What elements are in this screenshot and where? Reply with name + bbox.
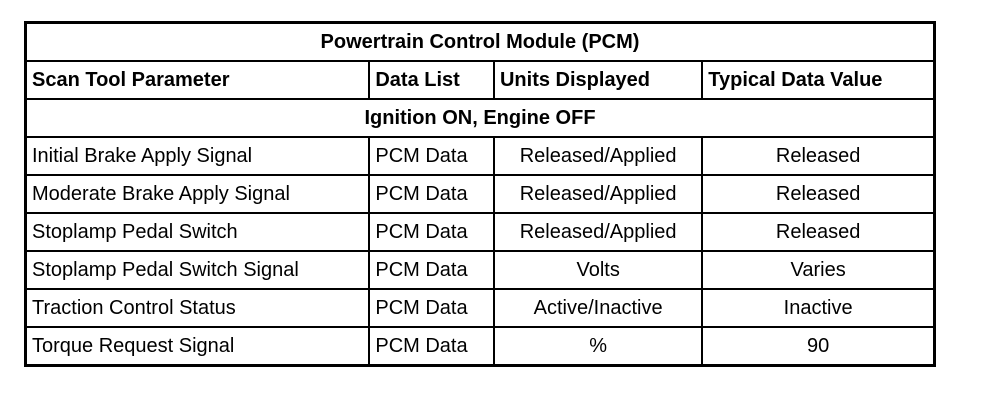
- pcm-data-table: Powertrain Control Module (PCM) Scan Too…: [24, 21, 936, 367]
- section-row: Ignition ON, Engine OFF: [24, 98, 936, 138]
- header-units: Units Displayed: [492, 60, 704, 100]
- cell-parameter: Initial Brake Apply Signal: [24, 136, 371, 176]
- cell-data-list: PCM Data: [368, 326, 495, 367]
- header-data-list: Data List: [368, 60, 495, 100]
- table-row: Traction Control Status PCM Data Active/In…: [24, 288, 936, 328]
- cell-data-list: PCM Data: [368, 174, 495, 214]
- cell-typical-value: Released: [701, 174, 936, 214]
- table-row: Stoplamp Pedal Switch PCM Data Released/Ap…: [24, 212, 936, 252]
- cell-data-list: PCM Data: [368, 288, 495, 328]
- cell-parameter: Stoplamp Pedal Switch: [24, 212, 371, 252]
- table-title: Powertrain Control Module (PCM): [24, 21, 936, 62]
- cell-data-list: PCM Data: [368, 250, 495, 290]
- cell-parameter: Moderate Brake Apply Signal: [24, 174, 371, 214]
- table-row: Torque Request Signal PCM Data% 90: [24, 326, 936, 367]
- cell-parameter: Torque Request Signal: [24, 326, 371, 367]
- cell-units: %: [492, 326, 704, 367]
- cell-data-list: PCM Data: [368, 212, 495, 252]
- cell-data-list: PCM Data: [368, 136, 495, 176]
- table-row: Initial Brake Apply Signal PCM Data Releas…: [24, 136, 936, 176]
- cell-typical-value: Varies: [701, 250, 936, 290]
- table-row: Stoplamp Pedal Switch Signal PCM Data Volt…: [24, 250, 936, 290]
- cell-typical-value: Inactive: [701, 288, 936, 328]
- cell-units: Released/Applied: [492, 136, 704, 176]
- cell-typical-value: 90: [701, 326, 936, 367]
- cell-typical-value: Released: [701, 212, 936, 252]
- cell-parameter: Stoplamp Pedal Switch Signal: [24, 250, 371, 290]
- section-label: Ignition ON, Engine OFF: [24, 98, 936, 138]
- title-row: Powertrain Control Module (PCM): [24, 21, 936, 62]
- cell-typical-value: Released: [701, 136, 936, 176]
- cell-units: Released/Applied: [492, 212, 704, 252]
- cell-units: Volts: [492, 250, 704, 290]
- header-typical-value: Typical Data Value: [701, 60, 936, 100]
- cell-units: Released/Applied: [492, 174, 704, 214]
- header-parameter: Scan Tool Parameter: [24, 60, 371, 100]
- table-row: Moderate Brake Apply Signal PCM Data Relea…: [24, 174, 936, 214]
- cell-units: Active/Inactive: [492, 288, 704, 328]
- cell-parameter: Traction Control Status: [24, 288, 371, 328]
- header-row: Scan Tool Parameter Data List Units Disp…: [24, 60, 936, 100]
